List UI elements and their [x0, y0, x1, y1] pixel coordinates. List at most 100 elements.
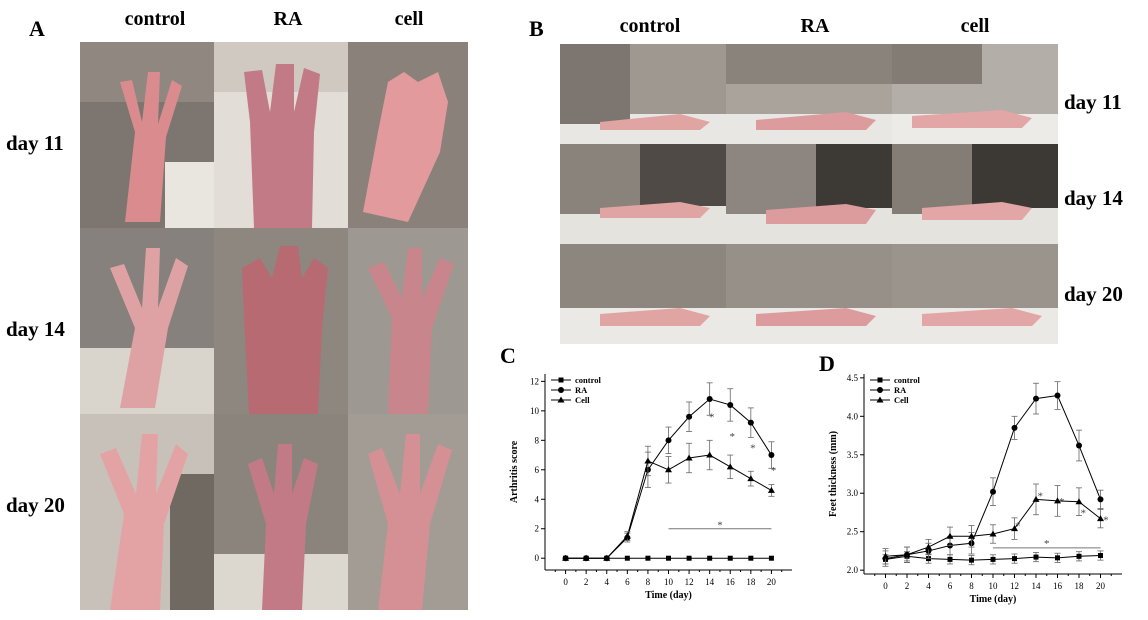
chart-c-significance-marker: *: [771, 465, 777, 477]
chart-c-y-axis-label: Arthritis score: [509, 440, 520, 503]
chart-d-y-tick-label: 2.5: [847, 527, 859, 537]
photo-a-cell-day14: [348, 228, 468, 414]
chart-c-legend-label: RA: [575, 385, 588, 395]
chart-c-point-ra: [686, 413, 693, 420]
chart-d-point-control: [947, 556, 953, 562]
chart-c-point-cell: [706, 451, 714, 458]
chart-c-y-tick-label: 12: [530, 376, 539, 386]
chart-d-significance-marker: *: [1038, 491, 1044, 503]
chart-c-point-control: [686, 555, 692, 561]
chart-d-point-cell: [1075, 498, 1083, 505]
chart-c-point-control: [666, 555, 671, 561]
chart-d-point-ra: [1076, 442, 1082, 449]
chart-d-point-ra: [1011, 424, 1018, 431]
chart-c-significance-marker: *: [717, 519, 723, 531]
panel-b-col-control: control: [619, 15, 681, 37]
photo-a-control-day14: [80, 228, 214, 414]
chart-d-point-ra: [1054, 392, 1061, 399]
panel-b-row-day14: day 14: [1064, 186, 1123, 210]
chart-d-y-tick-label: 4.5: [847, 373, 859, 383]
photo-a-control-day20: [80, 414, 214, 610]
chart-d-legend-marker: [876, 396, 884, 403]
chart-c-significance-marker: *: [750, 443, 756, 455]
chart-c-legend-marker: [558, 377, 564, 383]
photo-b-control-day20: [560, 244, 726, 344]
chart-c-x-tick-label: 2: [584, 577, 589, 587]
chart-c-point-cell: [685, 454, 693, 461]
chart-d-point-ra: [1033, 395, 1039, 402]
chart-c-point-ra: [665, 437, 672, 444]
chart-d-x-tick-label: 4: [926, 581, 931, 591]
chart-c-x-tick-label: 10: [664, 577, 674, 587]
photo-b-cell-day20: [892, 244, 1058, 344]
chart-d-point-cell: [946, 532, 954, 539]
chart-d-y-tick-label: 3.5: [847, 450, 859, 460]
chart-c-point-cell: [665, 466, 672, 473]
panel-a-col-ra: RA: [273, 8, 303, 30]
chart-d-point-cell: [925, 543, 932, 550]
chart-c-x-tick-label: 20: [767, 577, 777, 587]
chart-c-point-ra: [768, 452, 775, 459]
chart-c-point-cell: [726, 463, 734, 470]
panel-a-col-control: control: [124, 8, 186, 30]
photo-a-cell-day20: [348, 414, 468, 610]
chart-d-significance-marker: *: [1044, 538, 1050, 550]
chart-d-point-cell: [968, 532, 975, 539]
chart-c-legend-marker: [557, 396, 565, 403]
chart-c-y-tick-label: 10: [530, 406, 540, 416]
chart-d-legend-label: RA: [894, 385, 907, 395]
chart-c-x-tick-label: 18: [746, 577, 756, 587]
chart-d-significance-marker: *: [1015, 521, 1021, 533]
chart-d-legend-label: control: [894, 375, 920, 385]
chart-c-point-cell: [747, 475, 755, 482]
chart-d-x-tick-label: 16: [1053, 581, 1063, 591]
chart-d-point-cell: [1054, 497, 1061, 504]
chart-c-point-cell: [603, 554, 611, 561]
panel-b-row-day11: day 11: [1064, 90, 1122, 114]
chart-d-y-tick-label: 4.0: [847, 411, 859, 421]
photo-b-cell-day11: [892, 44, 1058, 144]
photo-a-ra-day11: [214, 42, 348, 228]
photo-b-ra-day11: [726, 44, 892, 144]
chart-d-x-tick-label: 14: [1032, 581, 1042, 591]
panel-b-col-cell: cell: [960, 15, 990, 37]
chart-c-x-tick-label: 14: [705, 577, 715, 587]
panel-b-letter: B: [529, 16, 544, 41]
chart-c-point-ra: [727, 401, 734, 408]
chart-d-y-tick-label: 3.0: [847, 488, 859, 498]
chart-c-point-control: [727, 555, 733, 561]
chart-c-x-tick-label: 0: [563, 577, 568, 587]
chart-c-significance-marker: *: [730, 431, 736, 443]
chart-d-point-ra: [1097, 496, 1104, 503]
chart-c-point-control: [768, 555, 774, 561]
chart-d-significance-marker: *: [1081, 507, 1087, 519]
chart-c-x-tick-label: 4: [605, 577, 610, 587]
photo-b-cell-day14: [892, 144, 1058, 244]
chart-d-point-cell: [1011, 525, 1018, 532]
chart-c-point-cell: [562, 554, 570, 561]
chart-d-x-tick-label: 12: [1010, 581, 1019, 591]
chart-c-point-cell: [623, 532, 631, 539]
chart-c-point-ra: [747, 419, 754, 426]
chart-c-point-control: [707, 555, 713, 561]
chart-d-point-control: [1055, 555, 1060, 561]
photo-b-ra-day20: [726, 244, 892, 344]
panel-a-row-day14: day 14: [6, 317, 65, 341]
chart-d-significance-marker: *: [1103, 514, 1109, 526]
chart-d-y-tick-label: 2.0: [847, 565, 859, 575]
chart-c-x-tick-label: 16: [726, 577, 736, 587]
arthritis-score-chart: 0 2 4 6 8 10 12 14 16 18 20 0 2 4 6 8 10 12 Time (day) Arth…: [500, 360, 800, 615]
chart-d-x-tick-label: 2: [905, 581, 910, 591]
chart-c-x-tick-label: 6: [625, 577, 630, 587]
chart-d-point-control: [1098, 553, 1103, 559]
photo-a-ra-day14: [214, 228, 348, 414]
photo-b-control-day11: [560, 44, 726, 144]
chart-d-legend-marker: [877, 377, 883, 383]
chart-c-point-cell: [644, 457, 652, 464]
photo-a-control-day11: [80, 42, 214, 228]
chart-c-point-cell: [582, 554, 590, 561]
chart-d-legend-label: Cell: [894, 395, 909, 405]
chart-c-point-control: [645, 555, 651, 561]
chart-d-point-cell: [1032, 495, 1040, 502]
chart-c-y-tick-label: 6: [535, 465, 540, 475]
